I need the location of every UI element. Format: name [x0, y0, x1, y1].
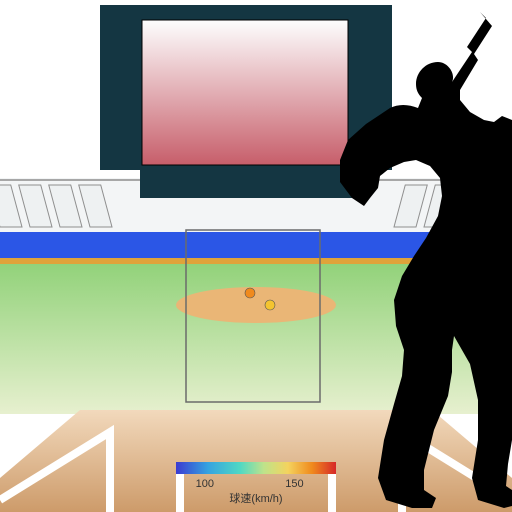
pitch-location-chart: 100 150球速(km/h)	[0, 0, 512, 512]
colorbar-tick-label: 100	[196, 478, 214, 490]
pitch-marker	[245, 288, 255, 298]
pitch-marker	[265, 300, 275, 310]
colorbar-axis-label: 球速(km/h)	[229, 491, 282, 505]
colorbar-tick-label: 150	[285, 478, 303, 490]
velocity-colorbar	[176, 462, 336, 474]
